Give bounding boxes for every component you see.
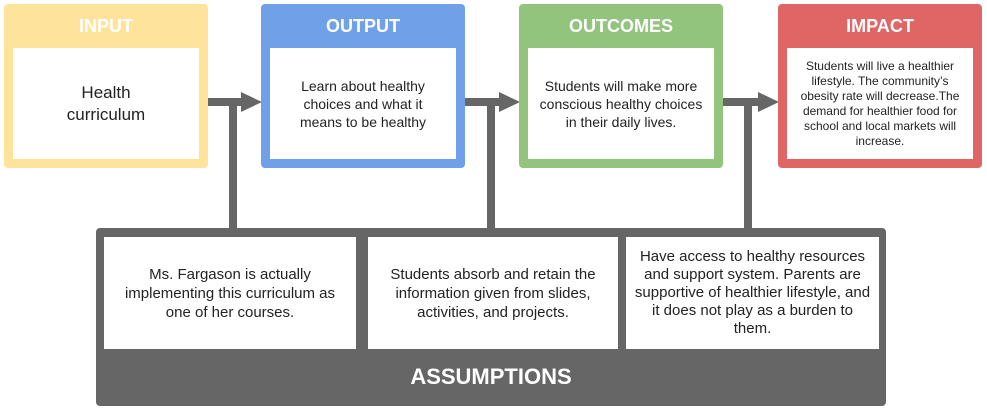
impact-box: IMPACT Students will live a healthier li… [778, 4, 982, 168]
assumptions-title: ASSUMPTIONS [410, 364, 572, 389]
outcomes-text: Students will make more conscious health… [528, 48, 714, 159]
input-box: INPUT Health curriculum [4, 4, 208, 168]
output-title: OUTPUT [326, 15, 400, 36]
arrow-head-outcomes [499, 92, 520, 112]
arrow-head-impact [758, 92, 779, 112]
input-text: Health curriculum [13, 48, 199, 159]
assumption-item: Students absorb and retain the informati… [368, 237, 618, 349]
output-text: Learn about healthy choices and what it … [270, 48, 456, 159]
assumptions-panel: Ms. Fargason is actually implementing th… [96, 228, 886, 406]
outcomes-box: OUTCOMES Students will make more conscio… [519, 4, 723, 168]
input-title: INPUT [79, 15, 133, 36]
arrow-head-output [241, 92, 262, 112]
output-box: OUTPUT Learn about healthy choices and w… [261, 4, 465, 168]
impact-text: Students will live a healthier lifestyle… [787, 48, 973, 159]
assumption-item: Ms. Fargason is actually implementing th… [104, 237, 356, 349]
assumption-item: Have access to healthy resources and sup… [626, 237, 879, 349]
impact-title: IMPACT [846, 15, 914, 36]
outcomes-title: OUTCOMES [568, 15, 673, 36]
